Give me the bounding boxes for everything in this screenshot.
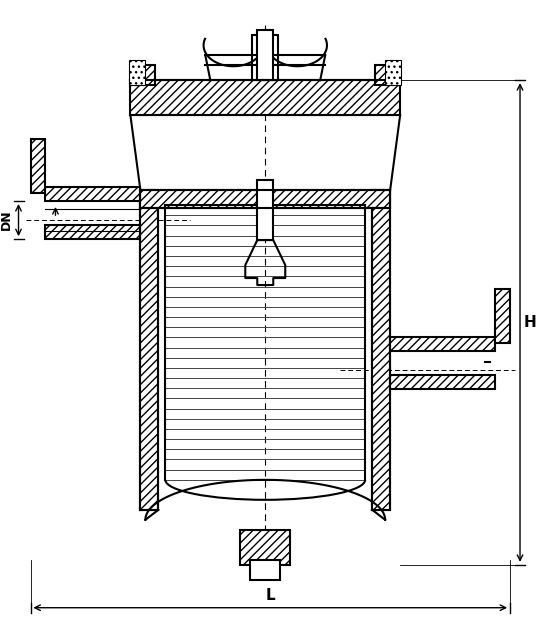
Text: DN: DN <box>0 210 13 230</box>
Bar <box>375 65 395 85</box>
Bar <box>495 289 510 343</box>
Bar <box>45 187 140 201</box>
Bar <box>252 35 278 80</box>
Bar <box>372 190 390 510</box>
Bar <box>240 530 290 564</box>
Bar <box>30 139 45 193</box>
Bar <box>385 60 401 85</box>
Bar <box>130 80 400 115</box>
Text: L: L <box>266 588 275 604</box>
Bar <box>140 190 390 208</box>
Bar <box>257 30 273 80</box>
Bar <box>390 337 495 351</box>
Bar <box>45 225 140 239</box>
Bar <box>140 190 158 510</box>
Text: H: H <box>524 315 536 330</box>
Bar <box>250 560 280 580</box>
Bar <box>136 65 156 85</box>
Bar <box>257 180 273 240</box>
Bar <box>390 375 495 389</box>
Bar <box>130 60 145 85</box>
